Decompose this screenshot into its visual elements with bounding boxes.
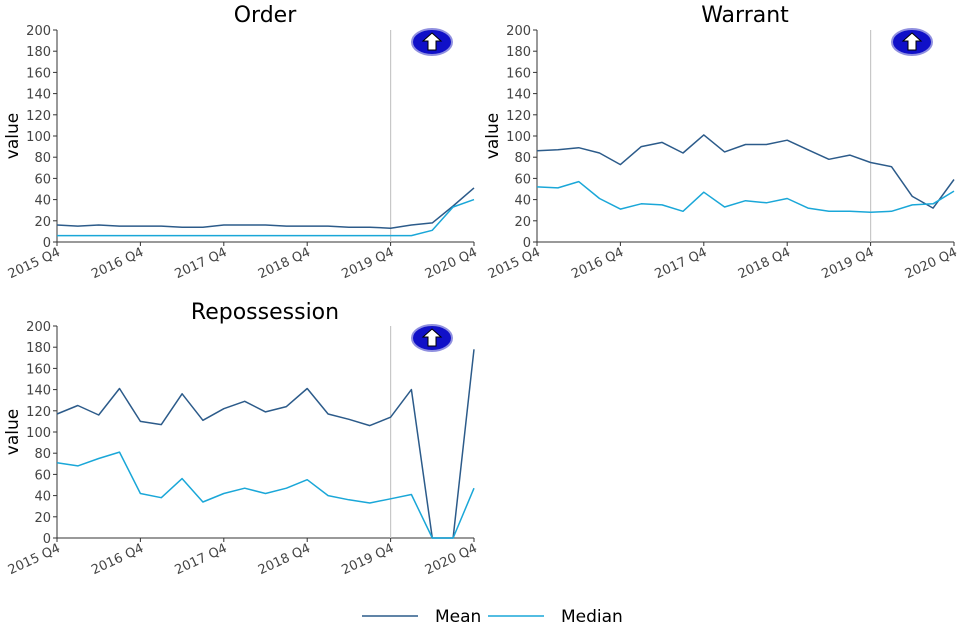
x-tick-label: 2018 Q4 — [256, 541, 313, 578]
panel-title: Warrant — [701, 3, 789, 28]
x-tick-label: 2020 Q4 — [423, 541, 480, 578]
x-tick-label: 2020 Q4 — [903, 245, 960, 282]
y-tick-label: 20 — [514, 215, 531, 230]
x-tick-label: 2019 Q4 — [339, 541, 396, 578]
y-tick-label: 120 — [506, 109, 531, 124]
y-tick-label: 40 — [514, 194, 531, 209]
up-arrow-icon — [411, 28, 453, 56]
y-tick-label: 140 — [506, 88, 531, 103]
y-tick-label: 80 — [34, 447, 51, 462]
x-tick-label: 2015 Q4 — [6, 245, 63, 282]
panel-title: Order — [234, 3, 297, 28]
y-tick-label: 140 — [26, 88, 51, 103]
x-tick-label: 2019 Q4 — [819, 245, 876, 282]
legend-item-median: Median — [488, 607, 623, 627]
y-tick-label: 40 — [34, 194, 51, 209]
y-tick-label: 100 — [26, 130, 51, 145]
y-tick-label: 20 — [34, 511, 51, 526]
badge-arrow — [421, 328, 443, 347]
up-arrow-icon — [411, 324, 453, 352]
y-axis-title: value — [3, 113, 23, 159]
legend-label-median: Median — [561, 607, 623, 627]
panel-order: Order value 0 20 40 60 80 100 120 140 160 180 200 201… — [3, 3, 480, 282]
x-tick-label: 2017 Q4 — [653, 245, 710, 282]
y-tick-label: 60 — [34, 468, 51, 483]
x-tick-label: 2016 Q4 — [89, 245, 146, 282]
x-tick-label: 2019 Q4 — [339, 245, 396, 282]
y-tick-label: 200 — [26, 24, 51, 39]
x-tick-label: 2016 Q4 — [89, 541, 146, 578]
y-tick-label: 40 — [34, 490, 51, 505]
legend-item-mean: Mean — [362, 607, 481, 627]
y-tick-label: 100 — [26, 426, 51, 441]
y-tick-label: 0 — [43, 236, 51, 251]
x-tick-label: 2018 Q4 — [736, 245, 793, 282]
series-line-mean — [536, 134, 955, 209]
y-tick-label: 200 — [26, 320, 51, 335]
x-tick-label: 2018 Q4 — [256, 245, 313, 282]
y-axis-title: value — [483, 113, 503, 159]
panel-title: Repossession — [191, 300, 339, 325]
x-tick-label: 2020 Q4 — [423, 245, 480, 282]
y-tick-label: 200 — [506, 24, 531, 39]
series-line-mean — [56, 349, 475, 539]
y-tick-label: 120 — [26, 109, 51, 124]
series-line-mean — [56, 187, 475, 229]
y-tick-label: 80 — [34, 151, 51, 166]
series-line-median — [56, 451, 475, 539]
y-tick-label: 100 — [506, 130, 531, 145]
legend: Mean Median — [362, 607, 623, 627]
x-tick-label: 2016 Q4 — [569, 245, 626, 282]
x-tick-label: 2017 Q4 — [173, 541, 230, 578]
up-arrow-icon — [891, 28, 933, 56]
y-tick-label: 140 — [26, 384, 51, 399]
y-tick-label: 180 — [26, 341, 51, 356]
series-line-median — [536, 180, 955, 214]
y-tick-label: 20 — [34, 215, 51, 230]
badge-arrow — [901, 32, 923, 51]
panel-warrant: Warrant value 0 20 40 60 80 100 120 140 160 180 200 2… — [483, 3, 960, 282]
x-tick-label: 2017 Q4 — [173, 245, 230, 282]
y-tick-label: 160 — [506, 66, 531, 81]
series-line-median — [57, 198, 475, 237]
y-tick-label: 60 — [34, 172, 51, 187]
x-tick-label: 2015 Q4 — [486, 245, 543, 282]
y-tick-label: 160 — [26, 66, 51, 81]
y-tick-label: 180 — [506, 45, 531, 60]
y-tick-label: 80 — [514, 151, 531, 166]
badge-arrow — [421, 32, 443, 51]
panel-repossession: Repossession value 0 20 40 60 80 100 120 140 160 18… — [3, 300, 480, 578]
chart-panels: Ordervalue020406080100120140160180200201… — [3, 3, 960, 578]
y-tick-label: 160 — [26, 362, 51, 377]
x-tick-label: 2015 Q4 — [6, 541, 63, 578]
y-tick-label: 60 — [514, 172, 531, 187]
y-tick-label: 180 — [26, 45, 51, 60]
y-axis-title: value — [3, 409, 23, 455]
y-tick-label: 0 — [523, 236, 531, 251]
y-tick-label: 0 — [43, 532, 51, 547]
legend-label-mean: Mean — [435, 607, 481, 627]
y-tick-label: 120 — [26, 405, 51, 420]
